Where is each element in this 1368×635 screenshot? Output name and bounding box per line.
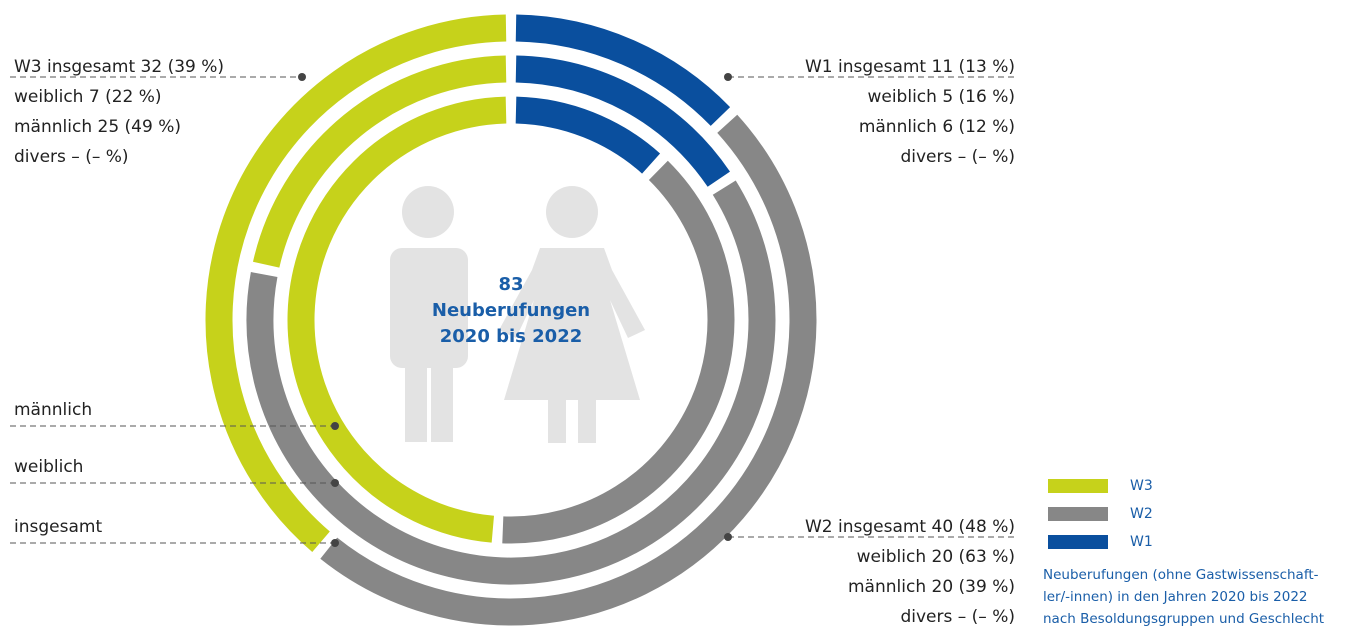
- series-label: Neuberufungen (ohne Gastwissenschaft-: [1043, 567, 1319, 583]
- leader-dot: [331, 422, 339, 430]
- series-label: männlich 20 (39 %): [848, 577, 1015, 597]
- series-label: männlich: [14, 400, 92, 420]
- series-label: weiblich 20 (63 %): [857, 547, 1015, 567]
- series-label: W3: [1130, 478, 1153, 494]
- series-label: nach Besoldungsgruppen und Geschlecht: [1043, 611, 1324, 627]
- series-label: weiblich: [14, 457, 83, 477]
- series-label: W2: [1130, 506, 1153, 522]
- ring-segment: [515, 14, 731, 126]
- series-label: männlich 6 (12 %): [859, 117, 1015, 137]
- series-label: ler/-innen) in den Jahren 2020 bis 2022: [1043, 589, 1308, 605]
- person-icons: [390, 186, 645, 443]
- ring-segment: [502, 160, 735, 544]
- series-label: W3 insgesamt 32 (39 %): [14, 57, 224, 77]
- ring-segment: [205, 14, 507, 553]
- center-label: 83: [498, 274, 523, 295]
- center-label: 2020 bis 2022: [440, 326, 583, 347]
- leader-dot: [331, 539, 339, 547]
- leader-dot: [724, 73, 732, 81]
- ring-segment: [515, 96, 661, 174]
- leader-dot: [298, 73, 306, 81]
- ring-segment: [287, 96, 507, 543]
- series-label: weiblich 7 (22 %): [14, 87, 162, 107]
- center-label: Neuberufungen: [432, 300, 590, 321]
- series-label: divers – (– %): [900, 147, 1015, 167]
- series-label: weiblich 5 (16 %): [867, 87, 1015, 107]
- series-label: W2 insgesamt 40 (48 %): [805, 517, 1015, 537]
- legend-swatch: [1048, 479, 1108, 493]
- ring-segment: [320, 114, 817, 626]
- ring-segment: [515, 55, 730, 187]
- leader-dot: [331, 479, 339, 487]
- series-label: W1: [1130, 534, 1153, 550]
- series-label: männlich 25 (49 %): [14, 117, 181, 137]
- legend-swatch: [1048, 535, 1108, 549]
- ring-segment: [252, 55, 507, 268]
- legend-swatch: [1048, 507, 1108, 521]
- labels: W1 insgesamt 11 (13 %) weiblich 5 (16 %) m…: [10, 57, 1324, 627]
- series-label: insgesamt: [14, 517, 102, 537]
- series-label: divers – (– %): [14, 147, 129, 167]
- ring-segment: [246, 180, 776, 585]
- series-label: W1 insgesamt 11 (13 %): [805, 57, 1015, 77]
- leader-dot: [724, 533, 732, 541]
- series-label: divers – (– %): [900, 607, 1015, 627]
